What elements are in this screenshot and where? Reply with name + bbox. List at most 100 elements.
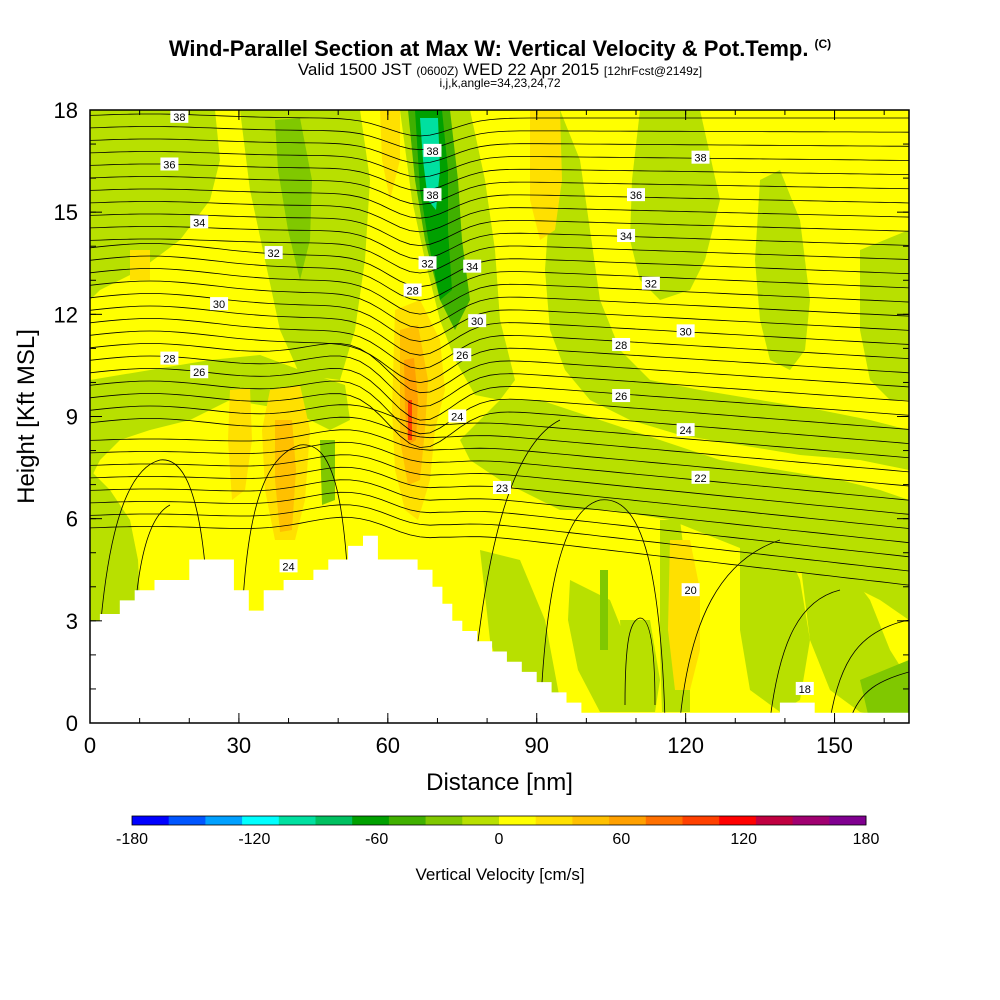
- title-text: Wind-Parallel Section at Max W: Vertical…: [168, 36, 809, 61]
- terrain-mask: [90, 535, 909, 723]
- chart-title: Wind-Parallel Section at Max W: Vertical…: [0, 36, 1000, 62]
- theta-contour-line: [90, 380, 909, 435]
- velocity-region: [420, 118, 440, 210]
- contour-label-box: [691, 470, 710, 484]
- contour-label-box: [676, 423, 695, 437]
- velocity-region: [408, 400, 412, 440]
- colorbar-swatch: [205, 816, 243, 825]
- theta-contour-line: [90, 213, 909, 247]
- colorbar-swatch: [719, 816, 757, 825]
- x-tick-label: 60: [376, 733, 400, 758]
- theta-contour-line: [90, 429, 909, 487]
- subtitle-date: WED 22 Apr 2015: [463, 60, 600, 79]
- contour-label-box: [423, 188, 442, 202]
- colorbar-swatch: [572, 816, 610, 825]
- theta-contour-line: [90, 226, 909, 260]
- colorbar-frame: [131, 815, 867, 826]
- y-axis-label: Height [Kft MSL]: [13, 329, 40, 504]
- theta-contour-line: [90, 516, 909, 586]
- colorbar-tick-label: 120: [730, 831, 757, 848]
- colorbar-swatch: [829, 816, 867, 825]
- contour-label-box: [190, 365, 209, 379]
- contour-label-box: [641, 276, 660, 290]
- theta-contour-arc: [829, 619, 909, 721]
- theta-contour-line: [90, 151, 909, 178]
- velocity-region: [380, 110, 400, 200]
- theta-contour-line: [90, 305, 909, 356]
- contour-label: 32: [421, 258, 433, 270]
- x-axis-label: Distance [nm]: [426, 769, 573, 796]
- contour-label-box: [403, 283, 422, 297]
- colorbar-label: Vertical Velocity [cm/s]: [415, 865, 584, 884]
- velocity-region: [530, 110, 562, 240]
- theta-contour-line: [90, 479, 909, 544]
- theta-contour-line: [90, 491, 909, 558]
- colorbar-tick-label: -180: [116, 831, 148, 848]
- y-tick-label: 6: [66, 507, 78, 532]
- velocity-region: [90, 110, 220, 300]
- contour-label: 32: [268, 248, 280, 260]
- contour-label-box: [190, 215, 209, 229]
- colorbar-tick-label: -60: [365, 831, 388, 848]
- contour-label: 30: [471, 316, 483, 328]
- contour-label-box: [627, 188, 645, 202]
- contour-label-box: [617, 229, 636, 243]
- colorbar-swatch: [499, 816, 537, 825]
- subtitle-forecast: [12hrFcst@2149z]: [603, 64, 703, 78]
- colorbar-swatch: [755, 816, 794, 825]
- theta-contour-arc: [769, 589, 841, 721]
- contour-label-box: [210, 297, 229, 311]
- x-tick-label: 120: [667, 733, 704, 758]
- colorbar-tick-label: 60: [612, 831, 630, 848]
- contour-label: 28: [163, 354, 175, 366]
- x-tick-label: 150: [816, 733, 853, 758]
- colorbar-swatch: [682, 816, 720, 825]
- contour-label-box: [423, 143, 442, 157]
- theta-contour-line: [90, 268, 909, 315]
- contour-labels: 38 36 34 32 30 28 26 38 38 32 34 28 30 26 24 23 24 38 36 34…: [160, 109, 814, 696]
- contour-label: 26: [615, 391, 627, 403]
- theta-contour-line: [90, 201, 909, 233]
- colorbar-swatch: [242, 816, 280, 825]
- theta-contour-line: [90, 441, 909, 501]
- contour-label: 26: [193, 367, 205, 379]
- velocity-region: [228, 388, 252, 500]
- chart-subtitle: Valid 1500 JST (0600Z) WED 22 Apr 2015 […: [0, 60, 1000, 80]
- terrain: [90, 535, 909, 723]
- theta-contour-line: [90, 343, 909, 394]
- contour-label: 38: [694, 153, 706, 165]
- y-tick-label: 12: [54, 302, 78, 327]
- contour-label: 28: [615, 340, 627, 352]
- colorbar-swatch: [609, 816, 647, 825]
- colorbar-swatch: [535, 816, 573, 825]
- contour-label: 23: [496, 483, 508, 495]
- velocity-region: [755, 170, 810, 370]
- contour-label-box: [612, 389, 631, 403]
- contour-label: 22: [694, 473, 706, 485]
- colorbar-tick-label: 180: [853, 831, 880, 848]
- contour-label: 24: [282, 561, 294, 573]
- colorbar-swatch: [645, 816, 683, 825]
- velocity-region: [740, 535, 810, 712]
- y-tick-label: 3: [66, 609, 78, 634]
- velocity-region: [600, 570, 608, 650]
- velocity-region: [668, 540, 700, 690]
- colorbar-swatch: [168, 816, 206, 825]
- contour-label: 38: [426, 190, 438, 202]
- theta-contour-arc: [679, 539, 781, 721]
- theta-contour-line: [90, 454, 909, 515]
- contour-label: 28: [407, 285, 419, 297]
- colorbar-tick-label: 0: [495, 831, 504, 848]
- theta-contour-line: [90, 126, 909, 151]
- contour-label: 38: [426, 146, 438, 158]
- title-tag: (C): [814, 36, 832, 51]
- velocity-region: [90, 355, 350, 480]
- colorbar-swatch: [462, 816, 500, 825]
- theta-contour-line: [90, 188, 909, 219]
- contour-label: 26: [456, 350, 468, 362]
- theta-contours: [90, 113, 909, 721]
- velocity-region: [620, 620, 660, 712]
- colorbar-swatch: [315, 816, 353, 825]
- theta-contour-line: [90, 238, 909, 274]
- theta-contour-line: [90, 176, 909, 205]
